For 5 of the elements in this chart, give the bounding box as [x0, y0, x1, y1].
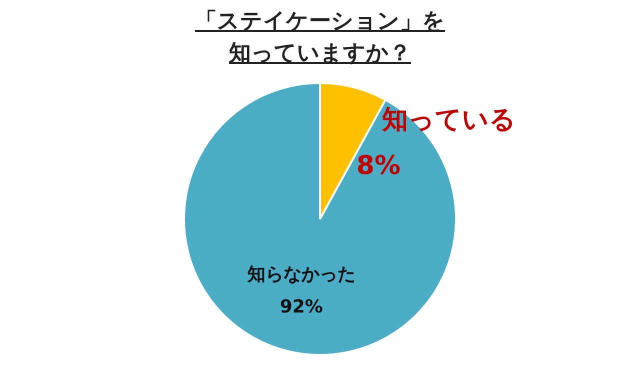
- data-label: 8%: [356, 151, 401, 182]
- slice-label: 知っている: [380, 104, 516, 135]
- data-label: 92%: [280, 296, 323, 318]
- chart-title: 「ステイケーション」を知っていますか？: [195, 9, 445, 66]
- slice-label: 知らなかった: [246, 264, 356, 285]
